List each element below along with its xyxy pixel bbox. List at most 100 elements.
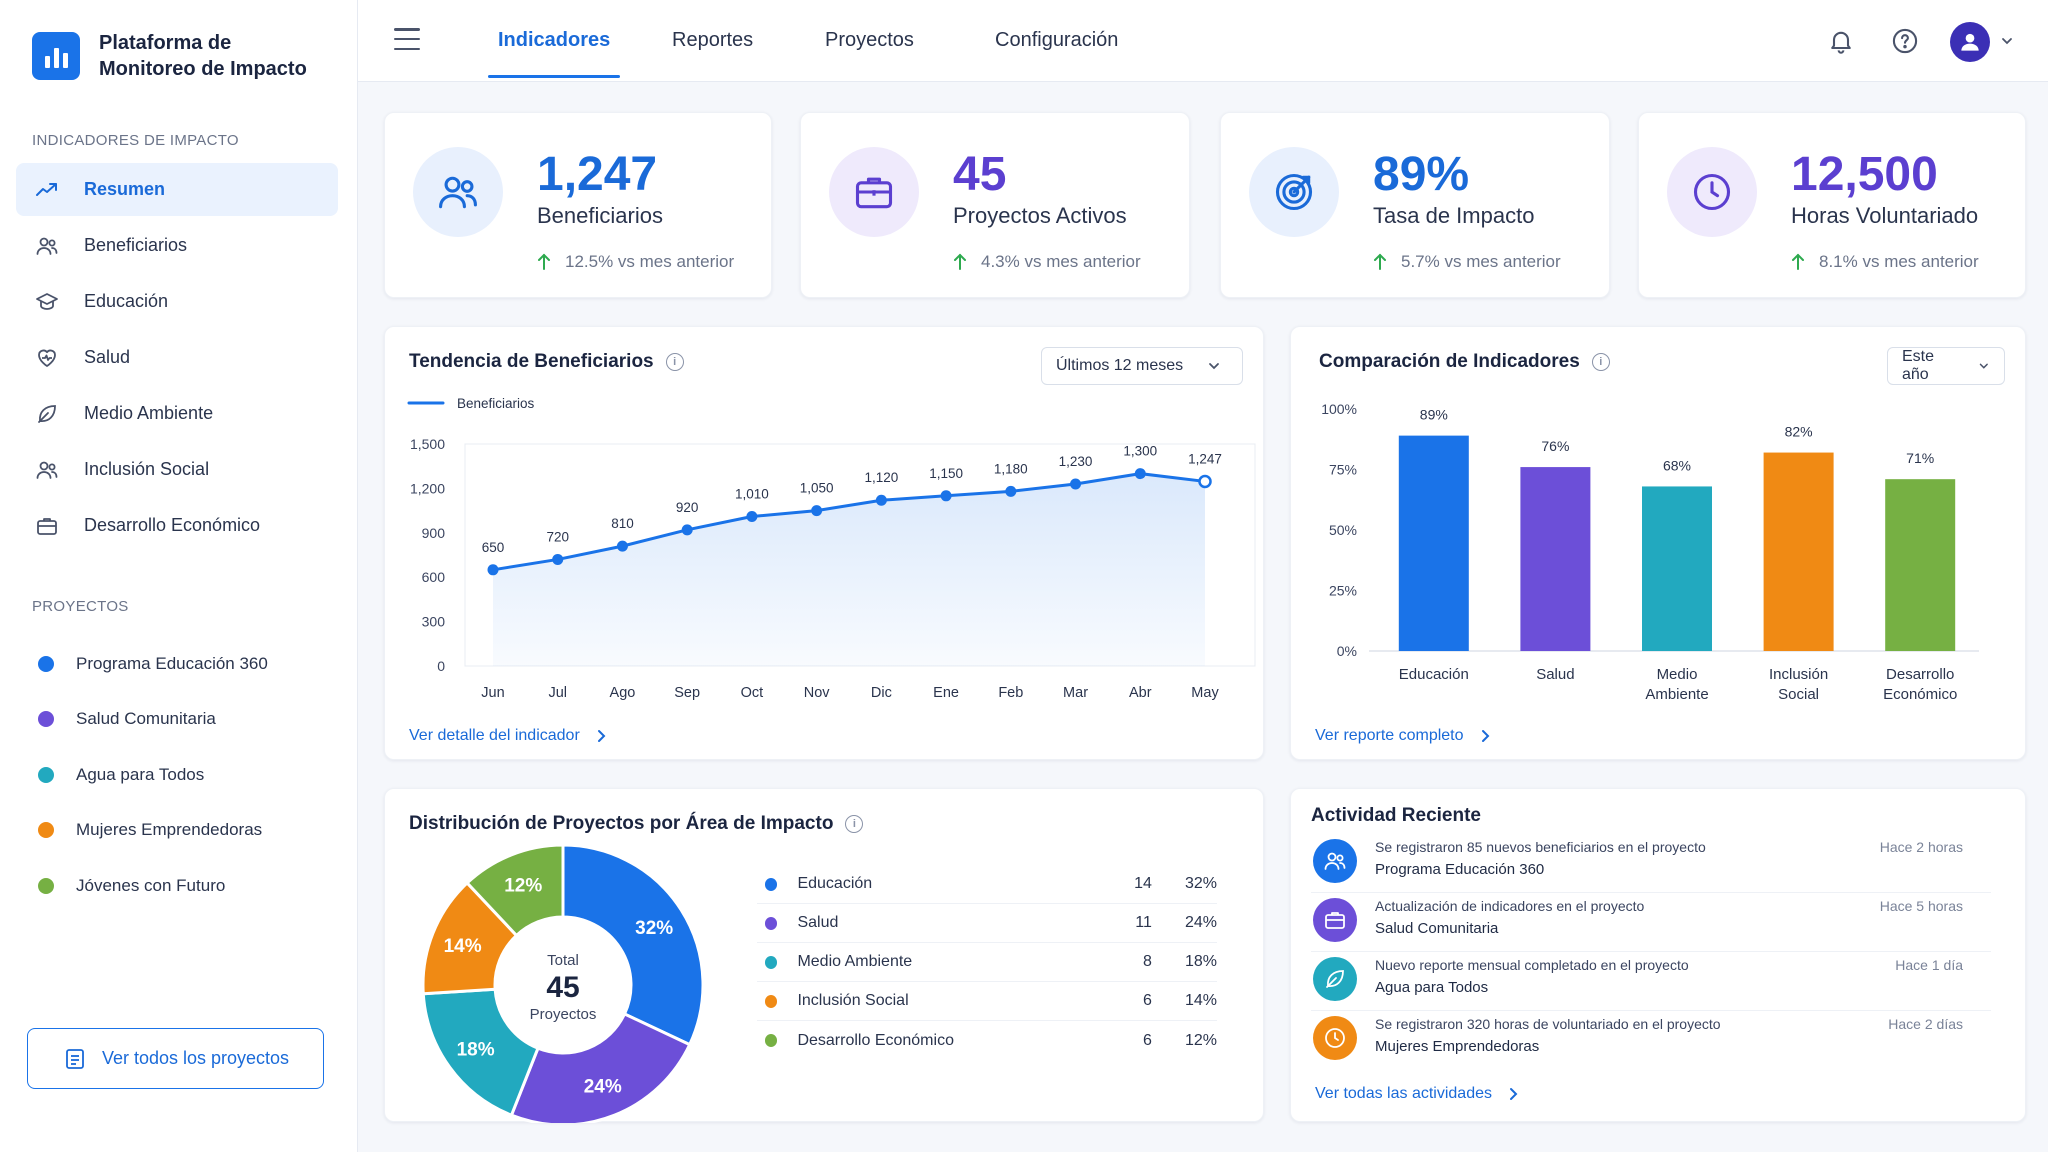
donut-center-sub: Proyectos — [530, 1006, 597, 1023]
kpi-value: 45 — [953, 148, 1007, 201]
activity-card: Actividad Reciente Se registraron 85 nue… — [1290, 788, 2026, 1122]
trend-chart-title: Tendencia de Beneficiarios i — [409, 351, 684, 373]
data-point — [552, 553, 564, 565]
kpi-card-horas-voluntariado: 12,500 Horas Voluntariado 8.1% vs mes an… — [1638, 112, 2026, 298]
comparison-title-text: Comparación de Indicadores — [1319, 351, 1580, 372]
brand[interactable]: Plataforma de Monitoreo de Impacto — [32, 30, 319, 82]
y-tick-label: 1,200 — [410, 480, 445, 496]
y-tick-label: 900 — [422, 525, 446, 541]
kpi-delta-text: 5.7% vs mes anterior — [1401, 252, 1561, 271]
bell-icon[interactable] — [1826, 26, 1856, 56]
tab-indicadores[interactable]: Indicadores — [488, 0, 621, 80]
data-label: 1,180 — [994, 461, 1028, 476]
project-label: Programa Educación 360 — [76, 653, 268, 673]
project-label: Jóvenes con Futuro — [76, 875, 226, 895]
app-title: Plataforma de Monitoreo de Impacto — [99, 32, 307, 80]
sidebar-item-medio-ambiente[interactable]: Medio Ambiente — [16, 387, 338, 440]
slice-label: 24% — [584, 1076, 622, 1097]
donut-slice — [561, 843, 705, 1047]
x-tick-label: Desarrollo — [1886, 666, 1954, 683]
data-label: 1,050 — [800, 481, 834, 496]
legend-count: 11 — [1135, 914, 1152, 931]
data-point — [1070, 478, 1082, 490]
tab-proyectos[interactable]: Proyectos — [825, 28, 914, 51]
y-tick-label: 25% — [1329, 583, 1357, 599]
all-activities-link[interactable]: Ver todas las actividades — [1315, 1085, 1518, 1103]
activity-item[interactable]: Se registraron 320 horas de voluntariado… — [1311, 1012, 1991, 1070]
sidebar-item-label: Resumen — [84, 179, 166, 199]
activity-item[interactable]: Nuevo reporte mensual completado en el p… — [1311, 953, 1991, 1011]
arrow-up-icon — [1374, 253, 1386, 270]
data-point — [1134, 468, 1146, 480]
tab-reportes[interactable]: Reportes — [672, 28, 754, 51]
slice-label: 32% — [635, 918, 673, 939]
project-label: Salud Comunitaria — [76, 709, 216, 729]
top-bar: Indicadores Reportes Proyectos Configura… — [358, 0, 2048, 82]
activity-link-text: Ver todas las actividades — [1315, 1085, 1492, 1102]
y-tick-label: 600 — [422, 569, 446, 585]
sidebar-item-label: Educación — [84, 291, 169, 311]
legend-label: Beneficiarios — [457, 396, 535, 411]
project-item[interactable]: Agua para Todos — [32, 747, 332, 803]
legend-row: Inclusión Social 6 14% — [757, 982, 1217, 1021]
kpi-card-tasa-impacto: 89% Tasa de Impacto 5.7% vs mes anterior — [1220, 112, 1610, 298]
comparison-period-dropdown[interactable]: Este año — [1887, 347, 2005, 385]
project-item[interactable]: Programa Educación 360 — [32, 636, 332, 692]
sidebar-item-salud[interactable]: Salud — [16, 331, 338, 384]
legend-name: Inclusión Social — [797, 992, 909, 1009]
legend-percentage: 12% — [1184, 1031, 1217, 1049]
kpi-label: Tasa de Impacto — [1373, 203, 1535, 228]
activity-project: Mujeres Emprendedoras — [1375, 1038, 1540, 1055]
help-icon[interactable] — [1890, 26, 1920, 56]
info-icon[interactable]: i — [1591, 353, 1610, 371]
data-label: 650 — [482, 540, 505, 555]
trend-detail-link[interactable]: Ver detalle del indicador — [409, 727, 606, 745]
comparison-report-link[interactable]: Ver reporte completo — [1315, 727, 1490, 745]
trend-period-dropdown[interactable]: Últimos 12 meses — [1041, 347, 1243, 385]
arrow-up-icon — [954, 253, 966, 270]
x-tick-label: Inclusión — [1769, 666, 1828, 683]
view-all-projects-button[interactable]: Ver todos los proyectos — [27, 1028, 324, 1089]
activity-time: Hace 2 días — [1888, 1016, 1963, 1032]
legend-percentage: 14% — [1184, 992, 1217, 1009]
x-tick-label: Dic — [871, 685, 892, 701]
data-label: 1,300 — [1123, 444, 1157, 459]
kpi-delta-text: 4.3% vs mes anterior — [981, 252, 1141, 271]
sidebar-item-label: Beneficiarios — [84, 235, 188, 255]
sidebar-item-beneficiarios[interactable]: Beneficiarios — [16, 219, 338, 272]
chevron-down-icon[interactable] — [2000, 34, 2014, 53]
y-tick-label: 300 — [422, 614, 446, 630]
donut-slice — [421, 987, 540, 1118]
project-item[interactable]: Jóvenes con Futuro — [32, 858, 332, 914]
activity-time: Hace 1 día — [1895, 957, 1963, 973]
bar-chart-logo-icon — [32, 32, 80, 80]
info-icon[interactable]: i — [665, 353, 684, 371]
project-item[interactable]: Salud Comunitaria — [32, 692, 332, 748]
comparison-bar-chart: 0% 25% 50% 75% 100% 89% Educación 76% Salud 68% Me… — [1321, 401, 1979, 703]
kpi-delta: 8.1% vs mes anterior — [1791, 252, 1979, 272]
legend-row: Educación 14 32% — [757, 865, 1217, 904]
project-item[interactable]: Mujeres Emprendedoras — [32, 803, 332, 859]
data-label: 1,010 — [735, 487, 769, 502]
distribution-donut-chart: 32% 24% 18% 14% 12% Total 45 Proyectos — [421, 843, 705, 1123]
sidebar-item-educacion[interactable]: Educación — [16, 275, 338, 328]
list-icon — [62, 1046, 88, 1072]
hamburger-menu-icon[interactable] — [394, 28, 420, 50]
sidebar-item-desarrollo-economico[interactable]: Desarrollo Económico — [16, 499, 338, 552]
briefcase-icon — [829, 147, 919, 237]
info-icon[interactable]: i — [845, 815, 864, 833]
avatar[interactable] — [1950, 22, 1990, 62]
users-icon — [1313, 839, 1357, 883]
briefcase-icon — [34, 513, 60, 539]
tab-configuracion[interactable]: Configuración — [995, 28, 1119, 51]
activity-item[interactable]: Se registraron 85 nuevos beneficiarios e… — [1311, 835, 1991, 893]
arrow-up-icon — [1792, 253, 1804, 270]
legend-dot — [765, 916, 778, 930]
activity-item[interactable]: Actualización de indicadores en el proye… — [1311, 894, 1991, 952]
sidebar-item-resumen[interactable]: Resumen — [16, 163, 338, 216]
kpi-delta-text: 8.1% vs mes anterior — [1819, 252, 1979, 271]
people-icon — [34, 457, 60, 483]
activity-description: Nuevo reporte mensual completado en el p… — [1375, 957, 1689, 973]
data-label: 1,230 — [1059, 454, 1093, 469]
sidebar-item-inclusion-social[interactable]: Inclusión Social — [16, 443, 338, 496]
